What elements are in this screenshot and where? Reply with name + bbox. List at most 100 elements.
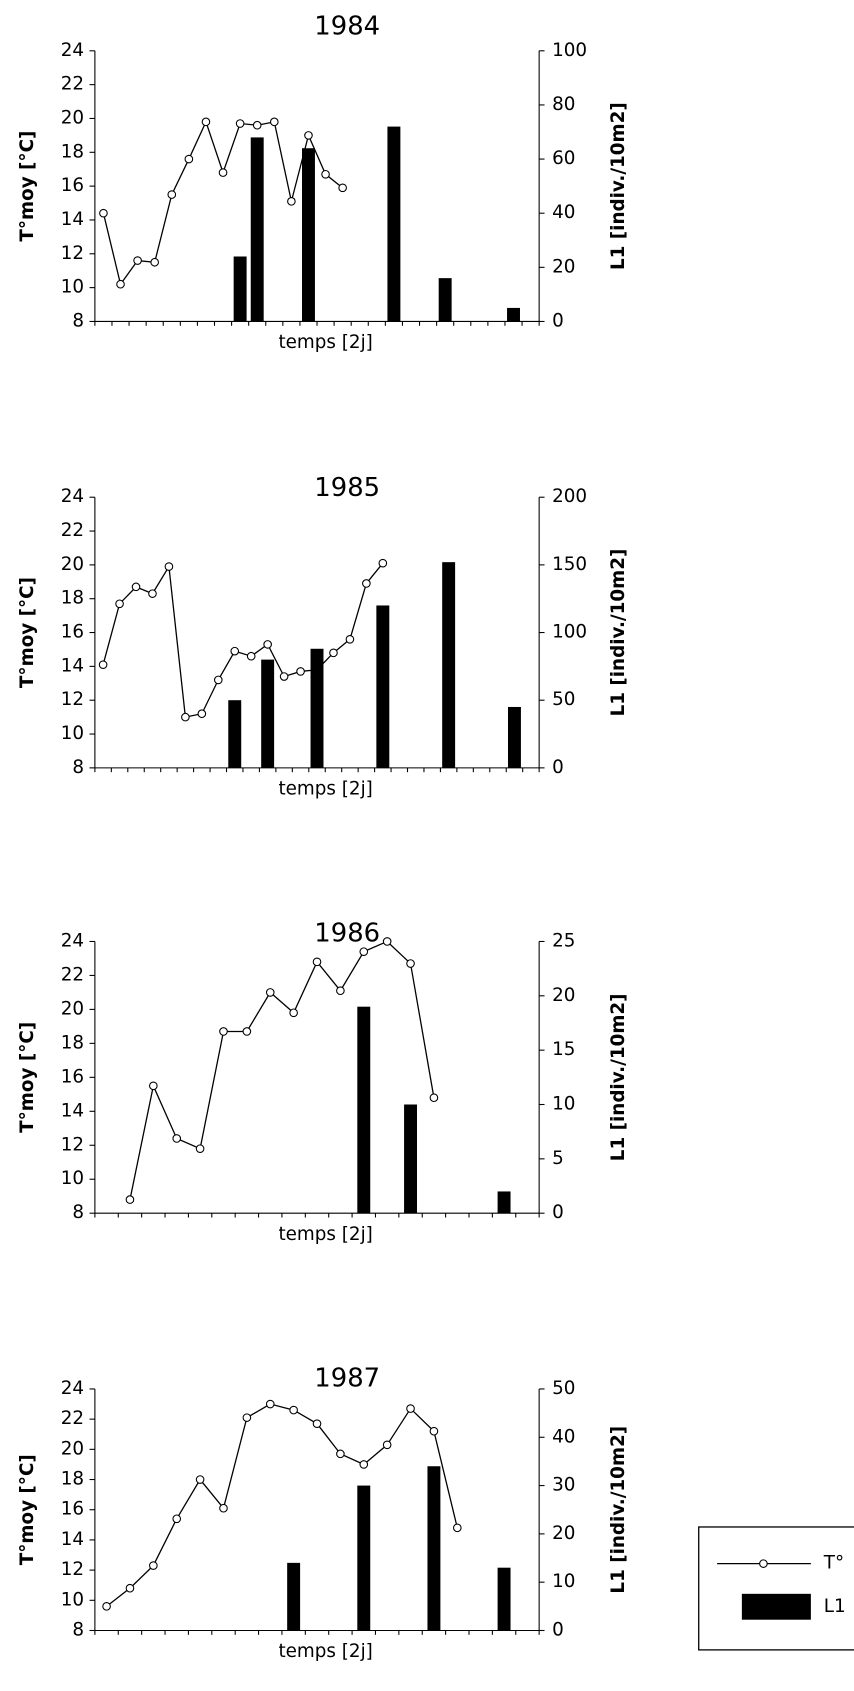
marker	[312, 1419, 322, 1428]
line	[106, 1403, 458, 1607]
marker	[289, 1008, 298, 1018]
y-tick-label: 14	[61, 209, 84, 230]
y-tick-label: 22	[61, 520, 84, 541]
y-tick-label: 20	[61, 998, 84, 1019]
y-tick-label: 22	[61, 1408, 84, 1429]
y-tick-label: 18	[61, 588, 84, 609]
marker	[382, 1440, 392, 1450]
y-tick-label: 8	[72, 757, 84, 778]
y-tick-label: 24	[61, 486, 84, 507]
y2-axis-label: L1 [indiv./10m2]	[608, 993, 629, 1161]
marker	[269, 117, 279, 127]
y2-tick-label: 200	[552, 486, 587, 507]
y-tick-label: 10	[61, 723, 84, 744]
y2-tick-label: 20	[552, 1523, 575, 1544]
y-tick-label: 12	[61, 689, 84, 710]
y2-axis-label: L1 [indiv./10m2]	[608, 102, 629, 270]
y-tick-label: 16	[61, 175, 84, 196]
y2-tick-label: 20	[552, 256, 575, 277]
y2-axis-label: L1 [indiv./10m2]	[608, 549, 629, 717]
bar	[357, 1006, 371, 1214]
marker	[246, 651, 256, 661]
marker	[195, 1475, 205, 1484]
y2-tick-label: 25	[552, 930, 575, 951]
marker	[219, 1027, 228, 1036]
bar	[302, 148, 315, 322]
marker	[242, 1413, 252, 1422]
y2-axis-label: L1 [indiv./10m2]	[608, 1426, 629, 1594]
y-axis-label: T°moy [°C]	[17, 131, 38, 242]
marker	[263, 640, 272, 649]
bar	[442, 562, 456, 768]
marker	[359, 1460, 369, 1469]
bar	[497, 1191, 511, 1214]
marker	[218, 168, 228, 177]
marker	[230, 646, 240, 656]
y2-tick-label: 40	[552, 1426, 575, 1447]
marker	[102, 1602, 111, 1611]
bar	[287, 1562, 301, 1631]
y-tick-label: 22	[61, 964, 84, 985]
bar	[233, 256, 247, 322]
y-axis-label: T°moy [°C]	[17, 1454, 38, 1565]
y-tick-label: 12	[61, 1134, 84, 1155]
x-axis-label: temps [2j]	[278, 778, 372, 799]
bar	[507, 706, 521, 768]
marker	[429, 1426, 439, 1436]
y-tick-label: 18	[61, 141, 84, 162]
line	[129, 940, 435, 1200]
y2-tick-label: 100	[552, 40, 587, 61]
legend: T° L1	[698, 1526, 854, 1651]
bar	[228, 700, 242, 768]
y2-tick-label: 10	[552, 1094, 575, 1115]
y-tick-label: 18	[61, 1032, 84, 1053]
chart-title: 1987	[314, 1364, 380, 1394]
chart: 1985 8 10 12 14 16 18 20 22 24 0 50 100 150 200 temps […	[17, 473, 629, 799]
y2-tick-label: 10	[552, 1571, 575, 1592]
bar	[497, 1567, 511, 1631]
bar	[387, 126, 401, 322]
y2-tick-label: 50	[552, 689, 575, 710]
bar	[250, 137, 264, 322]
marker	[452, 1523, 462, 1533]
y-tick-label: 20	[61, 107, 84, 128]
marker	[116, 279, 125, 289]
y-tick-label: 8	[72, 1202, 84, 1223]
y-tick-label: 12	[61, 243, 84, 264]
legend-label: T°	[823, 1553, 844, 1574]
marker	[172, 1134, 182, 1143]
x-axis-label: temps [2j]	[278, 332, 372, 353]
y2-tick-label: 40	[552, 202, 575, 223]
y-tick-label: 14	[61, 1529, 84, 1550]
y-tick-label: 10	[61, 277, 84, 298]
bar	[507, 307, 520, 322]
y-tick-label: 22	[61, 74, 84, 95]
y2-tick-label: 15	[552, 1039, 575, 1060]
marker	[242, 1027, 252, 1036]
y-tick-label: 16	[61, 622, 84, 643]
marker	[279, 672, 289, 681]
marker	[149, 1081, 158, 1091]
marker	[125, 1583, 135, 1593]
marker	[362, 579, 371, 588]
y2-tick-label: 20	[552, 985, 575, 1006]
y-tick-label: 14	[61, 1100, 84, 1121]
y-tick-label: 14	[61, 655, 84, 676]
x-axis-label: temps [2j]	[278, 1224, 372, 1245]
marker	[312, 957, 322, 967]
chart-title: 1984	[314, 12, 380, 42]
marker	[429, 1093, 439, 1103]
y2-tick-label: 80	[552, 94, 575, 115]
legend-marker	[759, 1559, 768, 1568]
marker	[125, 1195, 135, 1204]
marker	[345, 634, 355, 644]
marker	[181, 712, 190, 722]
bar	[427, 1466, 441, 1631]
y2-tick-label: 50	[552, 1378, 575, 1399]
y-tick-label: 10	[61, 1168, 84, 1189]
y-tick-label: 24	[61, 930, 84, 951]
y-tick-label: 18	[61, 1469, 84, 1490]
marker	[115, 599, 124, 609]
marker	[289, 1405, 298, 1415]
